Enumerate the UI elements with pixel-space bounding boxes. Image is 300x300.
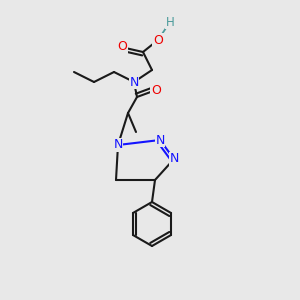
Text: N: N bbox=[129, 76, 139, 88]
Text: O: O bbox=[151, 83, 161, 97]
Text: O: O bbox=[153, 34, 163, 46]
Text: N: N bbox=[155, 134, 165, 146]
Text: N: N bbox=[113, 139, 123, 152]
Text: H: H bbox=[166, 16, 174, 28]
Text: N: N bbox=[169, 152, 179, 166]
Text: O: O bbox=[117, 40, 127, 53]
